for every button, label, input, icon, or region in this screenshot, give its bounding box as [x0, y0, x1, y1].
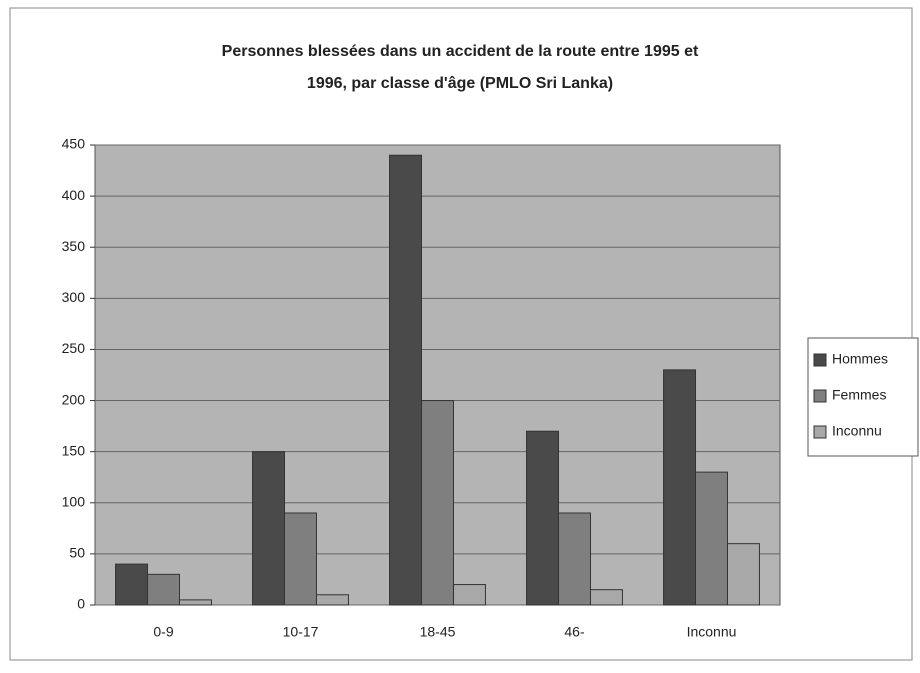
legend-swatch [814, 426, 826, 438]
chart-title: 1996, par classe d'âge (PMLO Sri Lanka) [307, 75, 613, 92]
y-tick-label: 300 [62, 289, 86, 305]
y-tick-label: 100 [62, 493, 86, 509]
chart-title: Personnes blessées dans un accident de l… [222, 43, 699, 60]
bar [390, 155, 422, 605]
bar [453, 585, 485, 605]
legend-label: Femmes [832, 387, 886, 403]
y-tick-label: 150 [62, 442, 86, 458]
y-tick-label: 400 [62, 187, 86, 203]
x-tick-label: 18-45 [420, 624, 456, 640]
y-tick-label: 250 [62, 340, 86, 356]
bar [727, 544, 759, 605]
bar [664, 370, 696, 605]
legend-label: Inconnu [832, 423, 882, 439]
legend-swatch [814, 354, 826, 366]
x-tick-label: 10-17 [283, 624, 319, 640]
y-tick-label: 200 [62, 391, 86, 407]
chart: Personnes blessées dans un accident de l… [0, 0, 920, 668]
y-tick-label: 0 [77, 596, 85, 612]
bar [179, 600, 211, 605]
legend-swatch [814, 390, 826, 402]
bar [253, 452, 285, 605]
y-tick-label: 450 [62, 136, 86, 152]
y-tick-label: 350 [62, 238, 86, 254]
legend-label: Hommes [832, 351, 888, 367]
bar [527, 431, 559, 605]
bar [148, 574, 180, 605]
bar [285, 513, 317, 605]
bar [316, 595, 348, 605]
x-tick-label: 46- [564, 624, 585, 640]
bar [422, 401, 454, 605]
bar [116, 564, 148, 605]
bar [559, 513, 591, 605]
bar [590, 590, 622, 605]
y-tick-label: 50 [69, 545, 85, 561]
x-tick-label: Inconnu [687, 624, 737, 640]
x-tick-label: 0-9 [153, 624, 173, 640]
bar [696, 472, 728, 605]
